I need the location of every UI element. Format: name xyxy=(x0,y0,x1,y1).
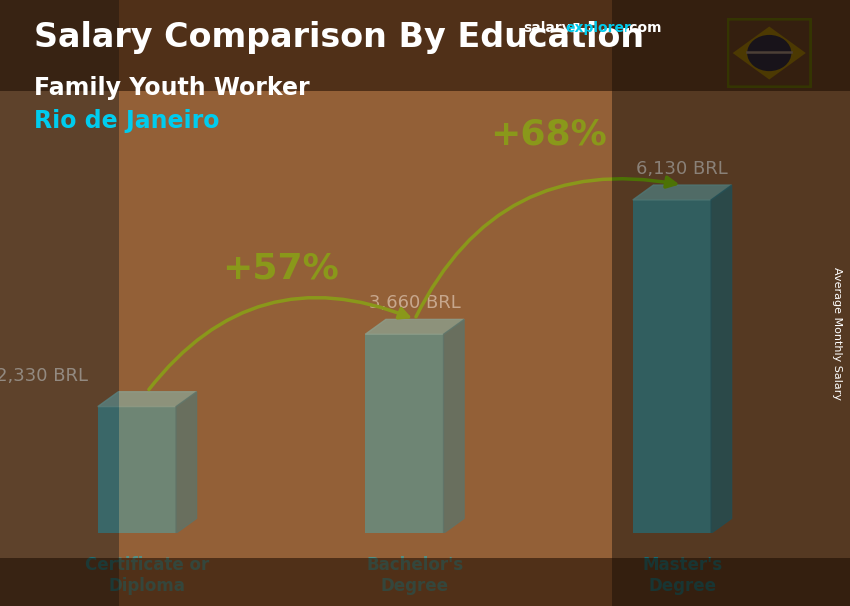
Bar xyxy=(366,335,444,533)
Text: 3,660 BRL: 3,660 BRL xyxy=(369,295,461,312)
Polygon shape xyxy=(733,27,806,79)
Text: 6,130 BRL: 6,130 BRL xyxy=(637,160,728,178)
Bar xyxy=(98,407,176,533)
Text: 2,330 BRL: 2,330 BRL xyxy=(0,367,88,385)
Text: Master's
Degree: Master's Degree xyxy=(642,556,722,595)
Text: +68%: +68% xyxy=(490,117,607,151)
Text: Family Youth Worker: Family Youth Worker xyxy=(34,76,309,100)
Polygon shape xyxy=(366,319,464,335)
Text: explorer: explorer xyxy=(565,21,631,35)
Polygon shape xyxy=(444,319,464,533)
Text: salary: salary xyxy=(523,21,570,35)
Circle shape xyxy=(747,35,791,71)
Bar xyxy=(633,200,711,533)
Text: .com: .com xyxy=(625,21,662,35)
Polygon shape xyxy=(98,391,196,407)
Text: Certificate or
Diploma: Certificate or Diploma xyxy=(85,556,209,595)
Polygon shape xyxy=(711,185,732,533)
Text: Bachelor's
Degree: Bachelor's Degree xyxy=(366,556,463,595)
Text: Salary Comparison By Education: Salary Comparison By Education xyxy=(34,21,644,54)
Text: Rio de Janeiro: Rio de Janeiro xyxy=(34,109,219,133)
Polygon shape xyxy=(176,391,196,533)
Polygon shape xyxy=(633,185,732,200)
FancyArrowPatch shape xyxy=(149,298,409,390)
Text: Average Monthly Salary: Average Monthly Salary xyxy=(832,267,842,400)
FancyArrowPatch shape xyxy=(416,177,676,317)
Text: +57%: +57% xyxy=(223,251,339,285)
